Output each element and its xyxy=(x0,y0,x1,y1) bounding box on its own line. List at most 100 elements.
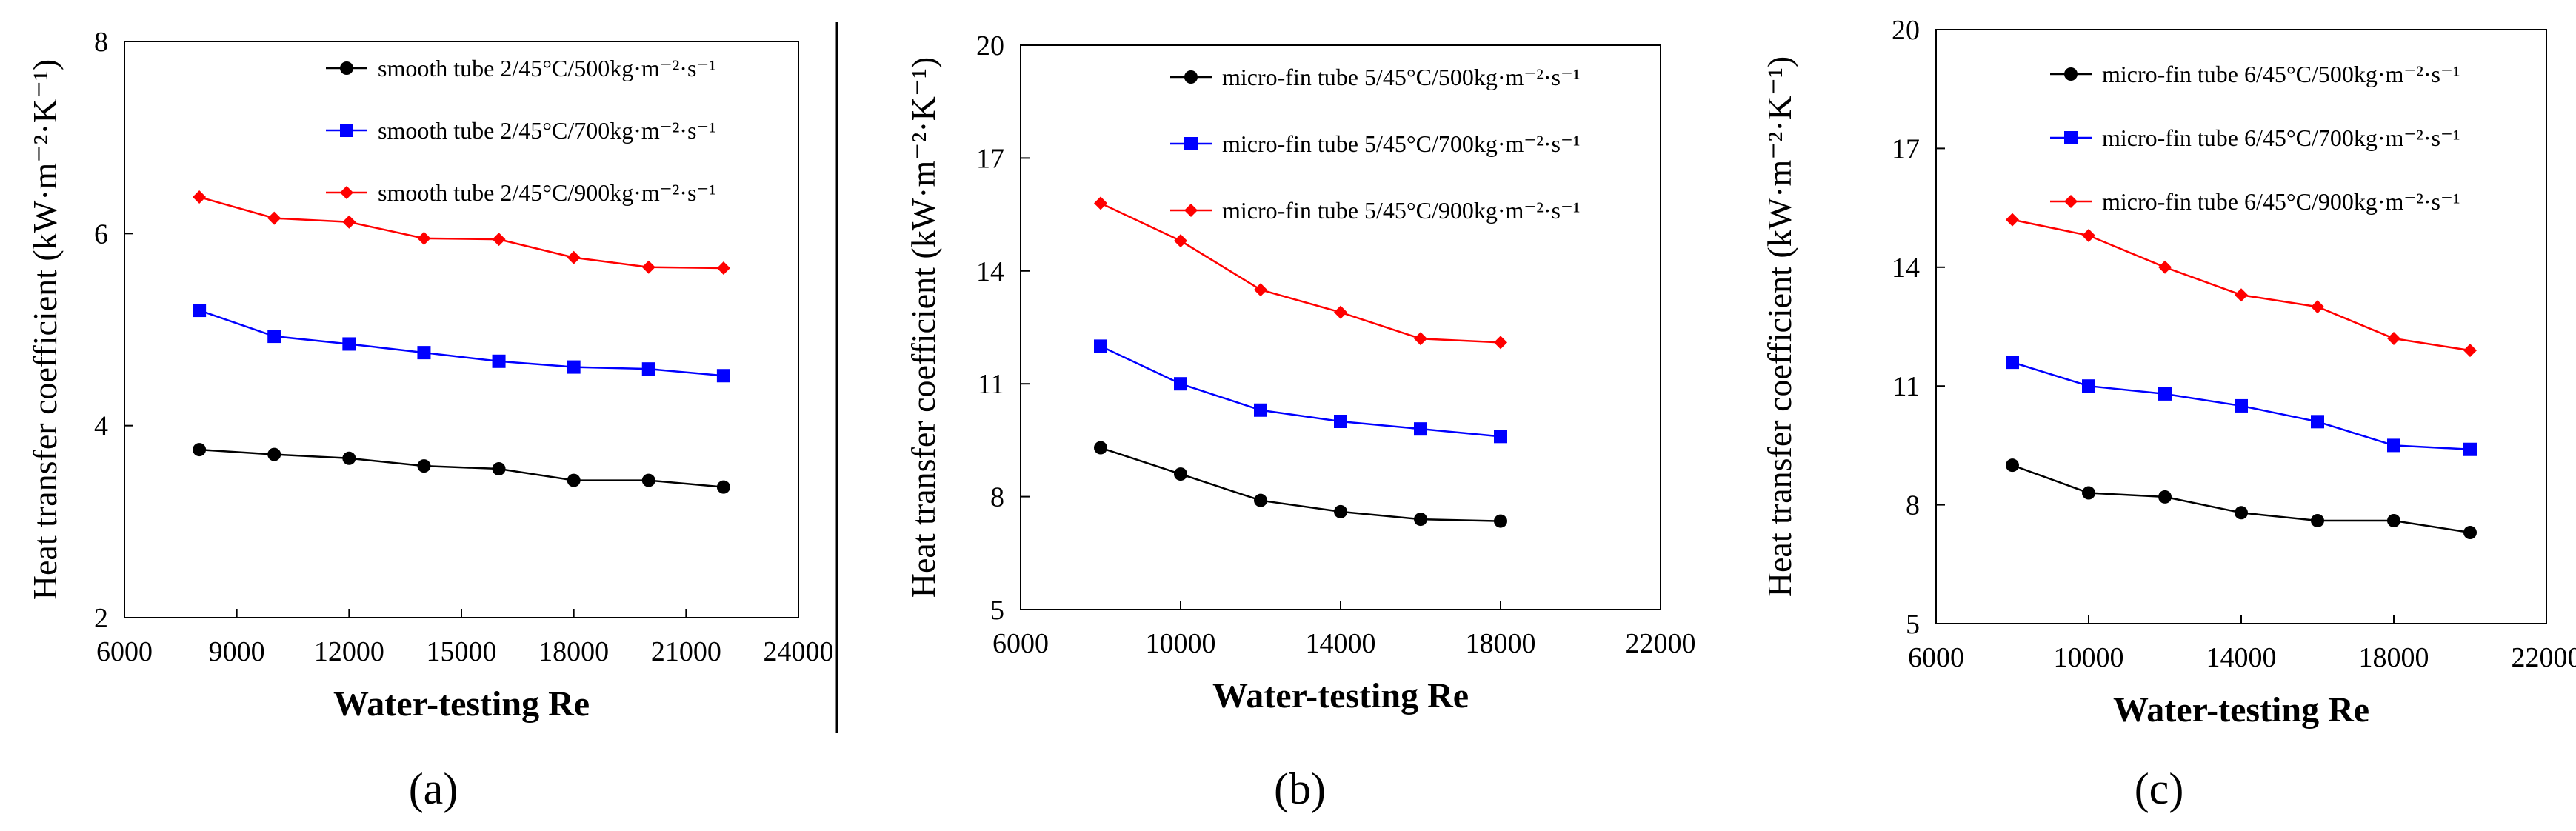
y-tick-label: 11 xyxy=(977,369,1004,400)
legend-marker xyxy=(1184,204,1198,217)
data-point xyxy=(492,462,506,476)
y-tick-label: 8 xyxy=(990,482,1004,513)
y-tick-label: 2 xyxy=(94,603,108,634)
legend-entry: smooth tube 2/45°C/700kg·m⁻²·s⁻¹ xyxy=(326,117,716,144)
data-point xyxy=(1334,415,1347,428)
data-point xyxy=(1414,332,1427,346)
legend-label: smooth tube 2/45°C/500kg·m⁻²·s⁻¹ xyxy=(378,55,716,81)
series-line xyxy=(2012,218,2471,352)
chart-panel-c: 6000 10000 14000 18000 22000 5 8 11 14 17 20 Water-… xyxy=(1761,15,2576,813)
data-point xyxy=(342,337,356,351)
data-point xyxy=(567,250,581,264)
data-point xyxy=(1334,504,1347,518)
data-point xyxy=(267,211,281,225)
y-tick-label: 20 xyxy=(1892,15,1920,46)
x-tick-label: 12000 xyxy=(314,636,384,667)
data-point xyxy=(193,304,207,318)
data-point xyxy=(2463,526,2477,540)
x-tick-label: 10000 xyxy=(2054,642,2124,673)
data-point xyxy=(2463,344,2477,358)
legend-label: smooth tube 2/45°C/700kg·m⁻²·s⁻¹ xyxy=(378,117,716,144)
x-axis-label: Water-testing Re xyxy=(1212,676,1469,715)
y-tick-label: 6 xyxy=(94,218,108,250)
legend-marker xyxy=(1184,137,1198,150)
y-tick-label: 14 xyxy=(976,256,1004,287)
data-point xyxy=(417,231,431,245)
y-axis-label: Heat transfer coefficient (kW·m⁻²·K⁻¹) xyxy=(26,59,64,600)
data-point xyxy=(1174,234,1187,248)
x-tick-label: 15000 xyxy=(427,636,497,667)
data-point xyxy=(1094,196,1107,210)
x-tick-label: 22000 xyxy=(2512,642,2576,673)
y-tick-label: 5 xyxy=(990,595,1004,626)
y-axis-label: Heat transfer coefficient (kW·m⁻²·K⁻¹) xyxy=(1761,56,1798,597)
data-point xyxy=(342,215,356,229)
series-line xyxy=(2012,464,2471,534)
legend-label: micro-fin tube 6/45°C/500kg·m⁻²·s⁻¹ xyxy=(2102,61,2460,87)
legend-label: micro-fin tube 6/45°C/700kg·m⁻²·s⁻¹ xyxy=(2102,124,2460,151)
legend-entry: micro-fin tube 5/45°C/900kg·m⁻²·s⁻¹ xyxy=(1170,197,1580,224)
data-point xyxy=(267,447,281,461)
series-square xyxy=(1094,339,1507,444)
x-tick-label: 18000 xyxy=(2359,642,2429,673)
data-point xyxy=(342,451,356,465)
x-tick-label: 6000 xyxy=(992,628,1049,659)
x-tick-label: 10000 xyxy=(1146,628,1216,659)
data-point xyxy=(492,354,506,368)
legend-entry: micro-fin tube 5/45°C/500kg·m⁻²·s⁻¹ xyxy=(1170,64,1580,90)
data-point xyxy=(193,443,207,457)
legend-entry: micro-fin tube 6/45°C/500kg·m⁻²·s⁻¹ xyxy=(2050,61,2460,87)
x-tick-label: 6000 xyxy=(96,636,153,667)
series-circle xyxy=(2006,458,2477,540)
legend-label: micro-fin tube 6/45°C/900kg·m⁻²·s⁻¹ xyxy=(2102,188,2460,215)
legend-entry: micro-fin tube 6/45°C/700kg·m⁻²·s⁻¹ xyxy=(2050,124,2460,151)
legend-marker xyxy=(2064,67,2078,81)
data-point xyxy=(2387,332,2400,346)
data-point xyxy=(567,473,581,487)
y-tick-label: 17 xyxy=(976,143,1004,174)
panel-caption: (a) xyxy=(409,764,458,813)
data-point xyxy=(193,190,207,204)
series-line xyxy=(1100,447,1501,522)
data-point xyxy=(1334,305,1347,319)
y-axis-label: Heat transfer coefficient (kW·m⁻²·K⁻¹) xyxy=(904,57,942,598)
legend-marker xyxy=(340,124,353,137)
series-circle xyxy=(1094,441,1507,528)
data-point xyxy=(2006,213,2019,227)
data-point xyxy=(2158,387,2172,401)
data-point xyxy=(267,330,281,344)
data-point xyxy=(567,360,581,374)
x-tick-label: 6000 xyxy=(1908,642,1964,673)
series-line xyxy=(1100,345,1501,438)
x-tick-label: 18000 xyxy=(538,636,609,667)
chart-panel-a: 6000 9000 12000 15000 18000 21000 24000 2 4 6 8 Wat… xyxy=(26,27,834,813)
x-tick-label: 22000 xyxy=(1626,628,1696,659)
legend-marker xyxy=(340,61,353,75)
series-line xyxy=(1100,202,1501,344)
data-point xyxy=(417,346,431,360)
x-tick-label: 18000 xyxy=(1466,628,1536,659)
series-line xyxy=(199,448,724,488)
panel-caption: (b) xyxy=(1274,764,1326,813)
series-diamond xyxy=(1094,196,1507,350)
series-diamond xyxy=(193,190,730,276)
data-point xyxy=(1174,467,1187,481)
legend-entry: smooth tube 2/45°C/900kg·m⁻²·s⁻¹ xyxy=(326,179,716,206)
data-point xyxy=(2387,438,2400,453)
series-circle xyxy=(193,443,730,494)
legend-entry: micro-fin tube 6/45°C/900kg·m⁻²·s⁻¹ xyxy=(2050,188,2460,215)
y-tick-label: 8 xyxy=(1906,490,1920,521)
legend-marker xyxy=(2064,195,2078,208)
legend-label: micro-fin tube 5/45°C/500kg·m⁻²·s⁻¹ xyxy=(1222,64,1580,90)
x-tick-label: 21000 xyxy=(651,636,721,667)
data-point xyxy=(492,233,506,247)
data-point xyxy=(716,261,730,276)
data-point xyxy=(641,473,655,487)
data-point xyxy=(1254,283,1267,297)
series-diamond xyxy=(2006,213,2477,358)
data-point xyxy=(1494,336,1507,350)
legend-marker xyxy=(1184,70,1198,84)
data-point xyxy=(716,369,730,383)
y-tick-label: 5 xyxy=(1906,609,1920,640)
